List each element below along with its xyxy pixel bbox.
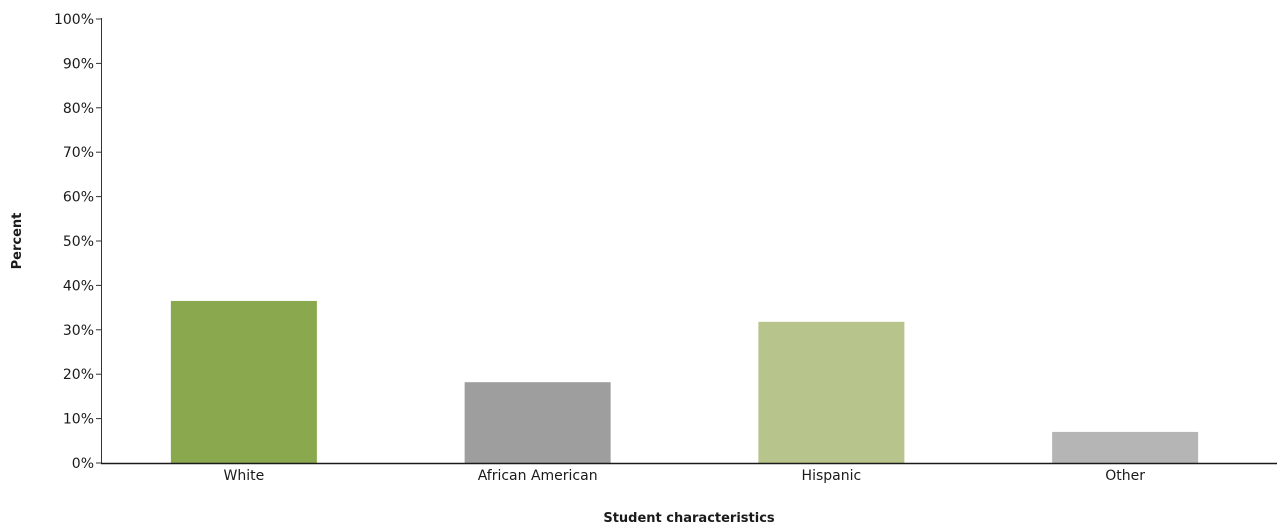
y-tick-label: 90%: [63, 56, 94, 72]
y-tick-label: 30%: [63, 323, 94, 339]
bar-african-american: [464, 382, 611, 463]
bar-white: [170, 300, 317, 463]
y-tick-label: 100%: [54, 12, 94, 28]
y-tick-label: 0%: [72, 456, 94, 472]
y-tick-label: 50%: [63, 234, 94, 250]
x-axis-category-labels: White African American Hispanic Other: [224, 468, 1146, 484]
x-category-label: Other: [1105, 468, 1145, 484]
y-tick-label: 10%: [63, 412, 94, 428]
bar-hispanic: [758, 321, 905, 463]
x-category-label: African American: [478, 468, 598, 484]
y-axis-title: Percent: [10, 213, 25, 270]
y-tick-label: 40%: [63, 278, 94, 294]
y-axis-ticks: 0% 10% 20% 30% 40% 50% 60% 70% 80% 90% 100%: [54, 12, 102, 472]
y-tick-label: 70%: [63, 145, 94, 161]
x-category-label: White: [224, 468, 265, 484]
y-tick-label: 20%: [63, 367, 94, 383]
bar-other: [1052, 431, 1199, 463]
y-tick-label: 60%: [63, 190, 94, 206]
x-category-label: Hispanic: [802, 468, 862, 484]
y-tick-label: 80%: [63, 101, 94, 117]
bars-group: [170, 300, 1199, 463]
x-axis-title: Student characteristics: [603, 511, 775, 526]
